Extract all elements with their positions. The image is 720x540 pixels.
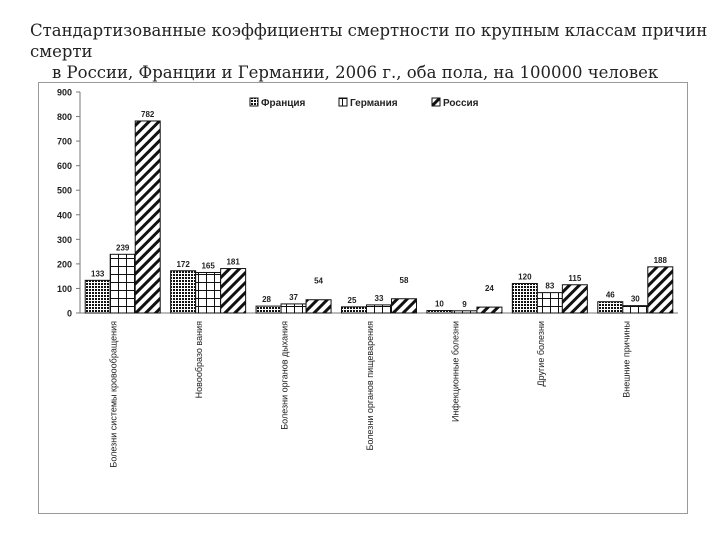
y-tick-label: 900 bbox=[57, 88, 72, 98]
data-label-Германия-4: 33 bbox=[375, 294, 384, 303]
legend-swatch-Франция bbox=[249, 97, 259, 107]
bar-Россия-6 bbox=[561, 284, 588, 314]
data-label-Германия-7: 30 bbox=[631, 295, 640, 304]
bar-Франция-4 bbox=[341, 306, 367, 314]
data-label-Россия-2: 181 bbox=[226, 258, 240, 267]
legend-label-Франция: Франция bbox=[261, 98, 306, 109]
data-label-Германия-2: 165 bbox=[201, 261, 215, 270]
data-label-Россия-6: 115 bbox=[568, 274, 581, 283]
y-tick-label: 300 bbox=[57, 235, 72, 245]
bar-Франция-7 bbox=[597, 301, 624, 314]
data-label-Германия-5: 9 bbox=[462, 300, 467, 309]
bar-Россия-2 bbox=[220, 268, 247, 314]
data-label-Франция-1: 133 bbox=[91, 269, 105, 278]
y-tick-label: 600 bbox=[57, 161, 72, 171]
category-label-4: Болезни органов пищеварения bbox=[365, 321, 375, 451]
data-label-Германия-1: 239 bbox=[116, 243, 130, 252]
y-tick-label: 500 bbox=[57, 186, 72, 196]
y-tick-label: 100 bbox=[57, 284, 72, 294]
legend: Франция Германия Россия bbox=[249, 97, 479, 109]
title-line-2: в России, Франции и Германии, 2006 г., о… bbox=[52, 63, 659, 82]
data-label-Франция-7: 46 bbox=[606, 291, 615, 300]
data-labels: 133 239 782 172 165 181 28 37 54 25 33 58 10 9 24 120 83… bbox=[91, 110, 667, 309]
data-label-Россия-3: 54 bbox=[314, 277, 323, 286]
category-label-3: Болезни органов дыхания bbox=[280, 321, 290, 430]
y-tick-label: 800 bbox=[57, 112, 72, 122]
bar-Франция-3 bbox=[255, 305, 282, 314]
title-line-1: Стандартизованные коэффициенты смертност… bbox=[30, 21, 708, 61]
y-tick-label: 200 bbox=[57, 259, 72, 269]
legend-label-Германия: Германия bbox=[350, 98, 398, 109]
data-label-Франция-5: 10 bbox=[435, 300, 444, 309]
legend-swatch-Россия bbox=[431, 97, 441, 107]
data-label-Россия-1: 782 bbox=[141, 110, 155, 119]
bar-Франция-1 bbox=[84, 279, 111, 314]
bar-Германия-1 bbox=[109, 253, 136, 314]
data-label-Франция-4: 25 bbox=[348, 296, 357, 305]
bar-Россия-5 bbox=[476, 306, 503, 314]
bar-Германия-2 bbox=[195, 271, 222, 314]
bar-Франция-6 bbox=[511, 283, 538, 314]
mortality-bar-chart: 0 100 200 300 400 500 600 700 800 900 133 239 782 17… bbox=[38, 82, 688, 514]
data-label-Франция-2: 172 bbox=[176, 260, 190, 269]
data-label-Германия-3: 37 bbox=[289, 293, 298, 302]
category-label-7: Внешние причины bbox=[621, 321, 631, 398]
y-tick-label: 0 bbox=[67, 309, 72, 319]
bar-Германия-4 bbox=[366, 304, 392, 314]
page-title: Стандартизованные коэффициенты смертност… bbox=[30, 20, 710, 83]
data-label-Франция-6: 120 bbox=[518, 273, 532, 282]
legend-label-Россия: Россия bbox=[443, 98, 479, 109]
legend-swatch-Германия bbox=[338, 97, 348, 107]
category-label-2: Новообразо вания bbox=[194, 321, 204, 398]
data-label-Франция-3: 28 bbox=[262, 295, 271, 304]
bar-Россия-7 bbox=[647, 266, 674, 314]
bar-Франция-2 bbox=[170, 270, 197, 314]
data-label-Россия-4: 58 bbox=[400, 276, 409, 285]
bar-Россия-3 bbox=[305, 299, 332, 314]
data-label-Германия-6: 83 bbox=[545, 282, 554, 291]
bar-Германия-3 bbox=[280, 303, 307, 314]
bar-Россия-1 bbox=[134, 120, 161, 314]
y-tick-label: 400 bbox=[57, 210, 72, 220]
data-label-Россия-5: 24 bbox=[485, 284, 494, 293]
bar-Германия-6 bbox=[536, 292, 563, 314]
category-label-1: Болезни системы кровообращения bbox=[109, 321, 119, 468]
bars bbox=[84, 120, 674, 314]
bar-Франция-5 bbox=[426, 310, 453, 314]
category-label-5: Инфекционные болезни bbox=[450, 321, 460, 422]
data-label-Россия-7: 188 bbox=[654, 256, 668, 265]
category-labels: Болезни системы кровообращения Новообразо… bbox=[109, 321, 632, 468]
bar-Россия-4 bbox=[391, 298, 417, 314]
y-tick-label: 700 bbox=[57, 137, 72, 147]
bar-Германия-7 bbox=[622, 305, 649, 314]
category-label-6: Другие болезни bbox=[536, 321, 546, 386]
bar-Германия-5 bbox=[451, 310, 478, 314]
